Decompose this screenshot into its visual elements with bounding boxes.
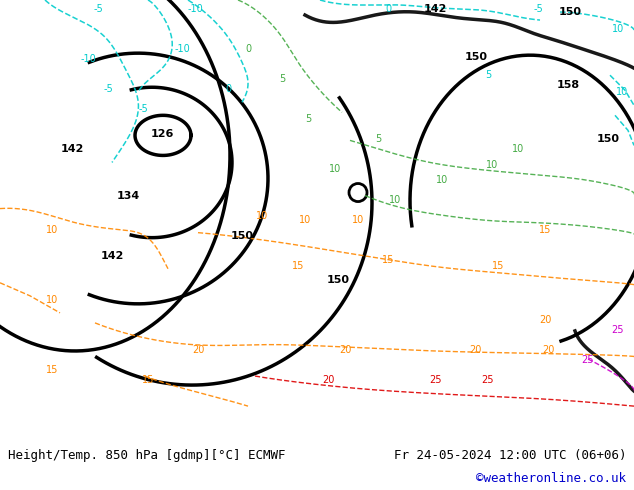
Text: Height/Temp. 850 hPa [gdmp][°C] ECMWF: Height/Temp. 850 hPa [gdmp][°C] ECMWF (8, 449, 285, 463)
Text: 15: 15 (46, 365, 58, 375)
Text: 10: 10 (46, 295, 58, 305)
Text: 142: 142 (100, 251, 124, 261)
Text: 5: 5 (485, 70, 491, 80)
Text: ©weatheronline.co.uk: ©weatheronline.co.uk (476, 472, 626, 485)
Text: 10: 10 (612, 24, 624, 34)
Text: -5: -5 (103, 84, 113, 94)
Text: 150: 150 (465, 52, 488, 62)
Text: 158: 158 (557, 80, 579, 90)
Text: 25: 25 (612, 325, 624, 335)
Text: 20: 20 (469, 345, 481, 355)
Text: 20: 20 (539, 315, 551, 325)
Text: 5: 5 (279, 74, 285, 84)
Text: 25: 25 (429, 375, 441, 385)
Text: 0: 0 (245, 44, 251, 54)
Text: -5: -5 (533, 4, 543, 14)
Text: -5: -5 (93, 4, 103, 14)
Text: 25: 25 (482, 375, 495, 385)
Text: 10: 10 (512, 145, 524, 154)
Text: 10: 10 (436, 174, 448, 185)
Text: 10: 10 (616, 87, 628, 98)
Text: 15: 15 (382, 255, 394, 265)
Text: 20: 20 (192, 345, 204, 355)
Text: 10: 10 (299, 215, 311, 224)
Text: 10: 10 (389, 195, 401, 204)
Text: 134: 134 (117, 191, 139, 200)
Text: 126: 126 (150, 129, 174, 139)
Text: 10: 10 (256, 211, 268, 220)
Text: 20: 20 (339, 345, 351, 355)
Text: 150: 150 (559, 7, 581, 17)
Text: 0: 0 (385, 4, 391, 14)
Text: 20: 20 (542, 345, 554, 355)
Text: 142: 142 (424, 4, 447, 14)
Text: 5: 5 (375, 134, 381, 145)
Text: 25: 25 (582, 355, 594, 365)
Text: 142: 142 (60, 145, 84, 154)
Text: -10: -10 (174, 44, 190, 54)
Text: 150: 150 (231, 231, 254, 241)
Text: 10: 10 (46, 224, 58, 235)
Text: -5: -5 (138, 104, 148, 114)
Text: 10: 10 (352, 215, 364, 224)
Text: 0: 0 (225, 84, 231, 94)
Text: 15: 15 (292, 261, 304, 271)
Text: 150: 150 (597, 134, 619, 145)
Text: 5: 5 (305, 114, 311, 124)
Text: Fr 24-05-2024 12:00 UTC (06+06): Fr 24-05-2024 12:00 UTC (06+06) (394, 449, 626, 463)
Text: 20: 20 (322, 375, 334, 385)
Text: 15: 15 (142, 375, 154, 385)
Text: 150: 150 (327, 275, 349, 285)
Text: 15: 15 (539, 224, 551, 235)
Text: 10: 10 (486, 160, 498, 171)
Text: -10: -10 (187, 4, 203, 14)
Text: -10: -10 (80, 54, 96, 64)
Text: 15: 15 (492, 261, 504, 271)
Text: 10: 10 (329, 165, 341, 174)
